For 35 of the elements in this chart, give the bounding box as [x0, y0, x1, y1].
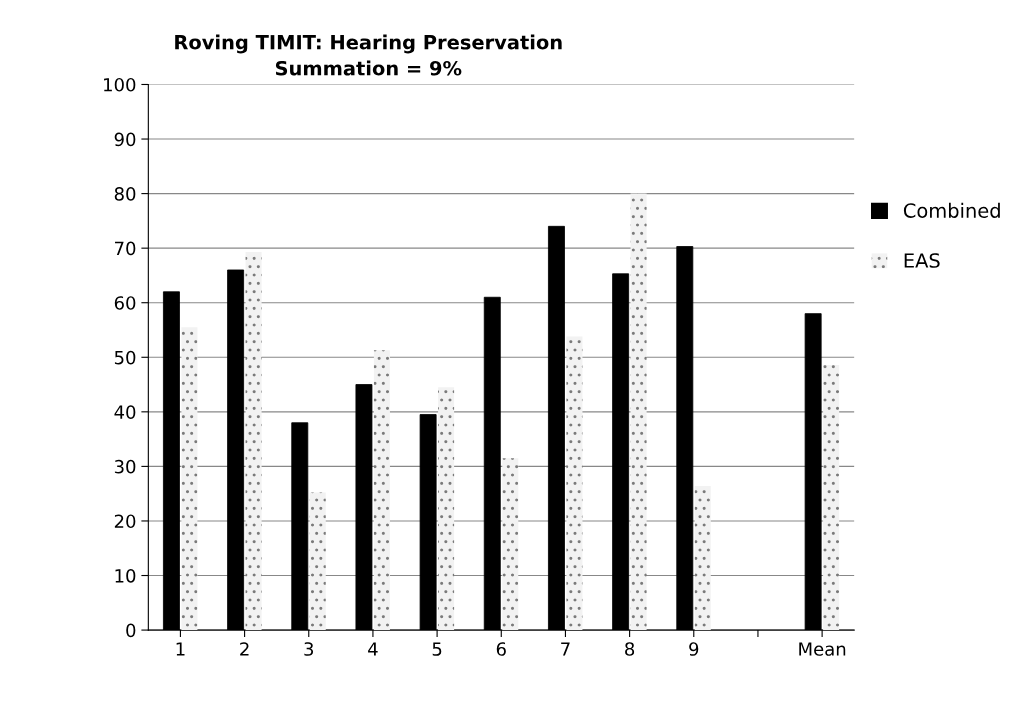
- y-tick-label: 60: [114, 296, 136, 310]
- x-tick-label: 4: [368, 642, 378, 656]
- legend-label: Combined: [903, 202, 1000, 218]
- y-tick-label: 40: [114, 405, 136, 419]
- y-tick-label: 90: [114, 132, 136, 147]
- y-tick-label: 70: [115, 241, 136, 256]
- bar: [566, 336, 583, 631]
- bar: [823, 364, 840, 631]
- y-tick-label: 80: [114, 187, 136, 201]
- y-tick-label: 0: [126, 623, 136, 638]
- legend-label: EAS: [904, 253, 940, 268]
- x-tick-label: 3: [304, 642, 314, 656]
- bar: [181, 327, 198, 631]
- x-tick-label: 9: [689, 642, 699, 656]
- y-tick-label: 30: [114, 459, 136, 474]
- y-tick-label: 10: [115, 568, 136, 583]
- y-tick-label: 50: [114, 350, 136, 365]
- x-tick-label: 7: [561, 642, 570, 656]
- x-tick-label: 2: [240, 642, 249, 656]
- x-tick-label: 6: [496, 642, 506, 656]
- bar: [694, 486, 711, 631]
- x-tick-label: 5: [432, 642, 442, 656]
- x-tick-label: Mean: [799, 642, 846, 656]
- bar: [245, 251, 262, 631]
- x-tick-label: 1: [176, 642, 185, 656]
- bar: [502, 458, 519, 631]
- bar: [309, 492, 326, 631]
- y-tick-label: 20: [114, 514, 136, 529]
- bar: [373, 350, 390, 631]
- bar: [438, 387, 455, 631]
- bar: [630, 193, 647, 631]
- x-tick-label: 8: [625, 642, 635, 656]
- chart-title: Roving TIMIT: Hearing Preservation: [175, 34, 562, 54]
- y-tick-label: 100: [104, 77, 136, 92]
- chart-subtitle: Summation = 9%: [275, 60, 462, 76]
